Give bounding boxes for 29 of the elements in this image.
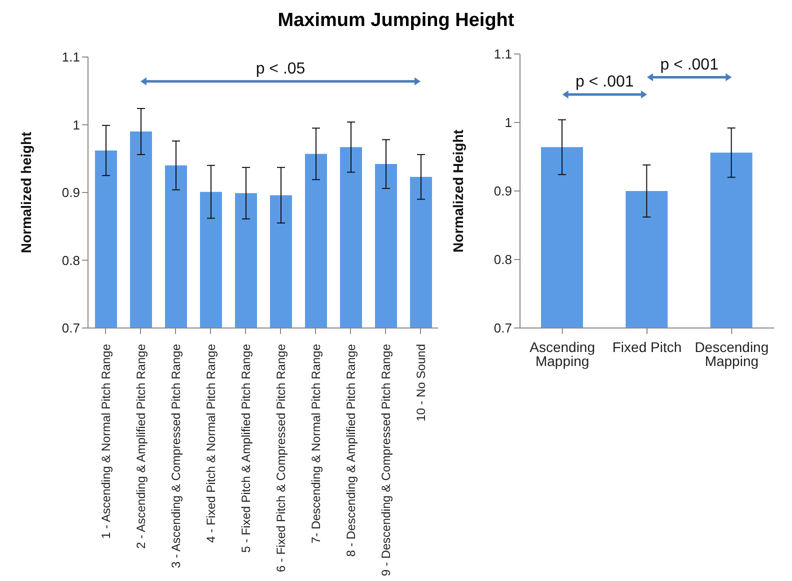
y-tick-label: 0.9	[62, 185, 80, 200]
x-tick-label: 3 - Ascending & Compressed Pitch Range	[168, 344, 183, 568]
y-tick-label: 0.8	[494, 252, 512, 268]
y-axis-title: Normalized Height	[450, 129, 466, 252]
x-tick-label: 1 - Ascending & Normal Pitch Range	[98, 344, 113, 539]
y-tick-label: 0.8	[62, 252, 80, 268]
x-tick-label: 6 - Fixed Pitch & Compressed Pitch Range	[274, 344, 288, 572]
y-tick-label: 1	[504, 115, 512, 130]
y-tick-label: 1.1	[62, 50, 80, 65]
annotation: p < .001	[660, 56, 719, 74]
x-tick-label: 10 - No Sound	[414, 344, 428, 422]
annotation: p < .001	[576, 74, 634, 91]
x-tick-label: 4 - Fixed Pitch & Normal Pitch Range	[204, 344, 218, 543]
y-axis-title: Normalized height	[18, 131, 34, 254]
x-tick-label: 2 - Ascending & Amplified Pitch Range	[134, 344, 148, 549]
chart-title: Maximum Jumping Height	[276, 9, 516, 33]
y-tick-label: 0.7	[62, 320, 80, 336]
annotation: p < .05	[256, 60, 306, 78]
x-tick-label: Ascending Mapping	[530, 338, 596, 369]
x-tick-label: 8 - Descending & Amplified Pitch Range	[344, 344, 358, 557]
x-tick-label: Descending Mapping	[694, 338, 769, 369]
x-tick-label: 5 - Fixed Pitch & Amplified Pitch Range	[238, 344, 253, 553]
y-tick-label: 0.7	[494, 320, 512, 336]
x-tick-label: Fixed Pitch	[612, 338, 682, 355]
y-tick-label: 1.1	[494, 46, 512, 62]
x-tick-label: 9 - Descending & Compressed Pitch Range	[378, 344, 393, 576]
y-tick-label: 0.9	[494, 184, 512, 199]
y-tick-label: 1	[72, 117, 80, 132]
x-tick-label: 7- Descending & Normal Pitch Range	[308, 344, 323, 544]
